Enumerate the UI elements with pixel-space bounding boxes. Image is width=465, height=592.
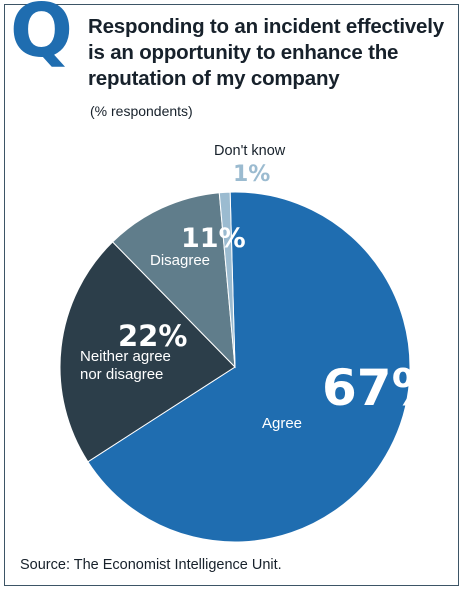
chart-subtitle: (% respondents) bbox=[90, 103, 193, 119]
data-label-neither-agree-nor-disagree: 22% bbox=[118, 319, 187, 353]
chart-title: Responding to an incident effectively is… bbox=[88, 15, 444, 90]
figure-frame bbox=[4, 4, 459, 586]
slice-label-don-t-know: Don't know bbox=[214, 143, 286, 159]
slice-label-disagree: Disagree bbox=[150, 252, 210, 269]
pie-slice-agree bbox=[87, 191, 411, 543]
pie-slice-neither-agree-nor-disagree bbox=[59, 241, 236, 463]
source-note: Source: The Economist Intelligence Unit. bbox=[20, 557, 282, 573]
data-label-disagree: 11% bbox=[181, 223, 246, 254]
data-label-agree: 67% bbox=[322, 359, 442, 417]
q-badge: Q bbox=[10, 0, 73, 74]
slice-label-neither-agree-nor-disagree: Neither agree nor disagree bbox=[80, 348, 171, 383]
pie-slice-don-t-know bbox=[218, 191, 236, 368]
data-label-don-t-know: 1% bbox=[233, 162, 270, 187]
slice-label-agree: Agree bbox=[262, 415, 302, 432]
pie-slice-disagree bbox=[111, 192, 236, 369]
